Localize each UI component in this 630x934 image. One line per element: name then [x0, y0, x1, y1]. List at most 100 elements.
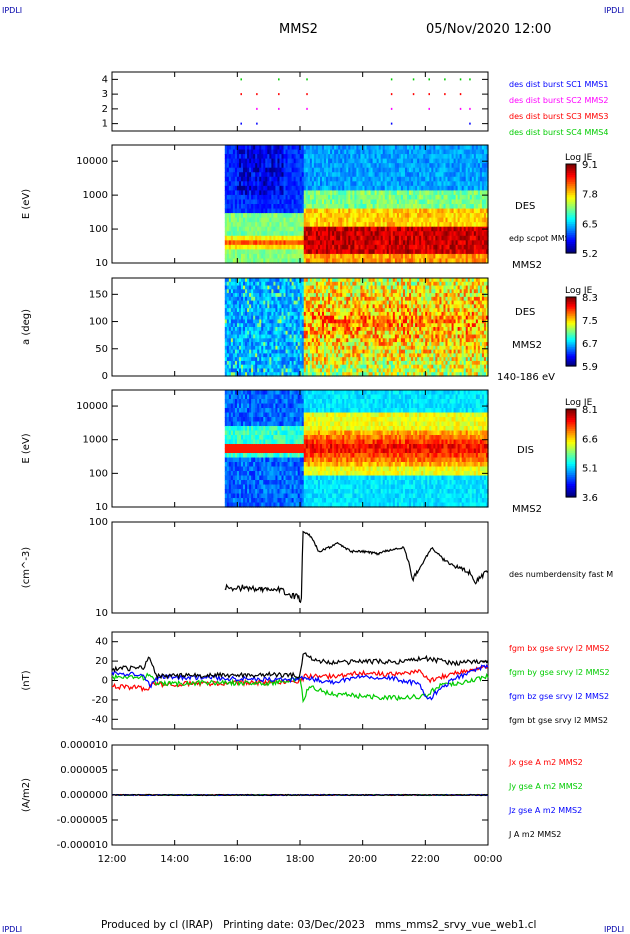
- heatmap-cell: [324, 240, 327, 246]
- heatmap-cell: [228, 315, 232, 321]
- heatmap-cell: [404, 208, 408, 214]
- heatmap-cell: [326, 281, 329, 287]
- heatmap-cell: [350, 145, 353, 151]
- heatmap-cell: [253, 167, 256, 173]
- heatmap-cell: [309, 167, 313, 173]
- heatmap-cell: [232, 222, 236, 228]
- heatmap-cell: [291, 296, 295, 302]
- heatmap-cell: [226, 319, 230, 324]
- heatmap-cell: [372, 199, 376, 205]
- heatmap-cell: [336, 281, 339, 287]
- heatmap-cell: [447, 244, 451, 250]
- heatmap-cell: [336, 330, 339, 336]
- heatmap-cell: [297, 222, 301, 228]
- heatmap-cell: [285, 181, 289, 187]
- heatmap-cell: [293, 222, 297, 228]
- heatmap-cell: [402, 226, 406, 232]
- heatmap-cell: [238, 253, 242, 260]
- heatmap-cell: [307, 258, 311, 264]
- heatmap-cell: [273, 289, 277, 294]
- heatmap-cell: [425, 172, 428, 178]
- heatmap-cell: [263, 163, 266, 169]
- heatmap-cell: [433, 185, 436, 191]
- heatmap-cell: [451, 158, 455, 164]
- heatmap-cell: [230, 167, 234, 173]
- heatmap-cell: [380, 194, 384, 201]
- heatmap-cell: [471, 145, 475, 151]
- heatmap-cell: [257, 213, 260, 219]
- heatmap-cell: [277, 368, 281, 373]
- heatmap-cell: [332, 208, 335, 214]
- heatmap-cell: [269, 330, 272, 336]
- heatmap-cell: [421, 176, 424, 182]
- heatmap-cell: [265, 145, 268, 151]
- heatmap-cell: [324, 300, 327, 305]
- heatmap-cell: [409, 249, 412, 255]
- heatmap-cell: [277, 167, 281, 173]
- heatmap-cell: [319, 342, 323, 347]
- heatmap-cell: [457, 226, 461, 232]
- heatmap-cell: [378, 244, 382, 250]
- heatmap-cell: [238, 357, 242, 362]
- heatmap-cell: [398, 154, 402, 160]
- heatmap-cell: [443, 231, 447, 237]
- heatmap-cell: [423, 217, 426, 223]
- heatmap-cell: [267, 208, 270, 214]
- heatmap-cell: [313, 368, 317, 373]
- heatmap-cell: [273, 222, 277, 228]
- heatmap-cell: [402, 149, 406, 155]
- heatmap-cell: [263, 176, 266, 182]
- heatmap-cell: [413, 235, 416, 241]
- heatmap-cell: [372, 181, 376, 187]
- heatmap-cell: [413, 208, 416, 214]
- heatmap-cell: [326, 345, 329, 351]
- heatmap-cell: [291, 194, 295, 201]
- heatmap-cell: [263, 213, 266, 219]
- heatmap-cell: [380, 158, 384, 164]
- heatmap-cell: [243, 253, 246, 260]
- heatmap-cell: [267, 163, 270, 169]
- heatmap-cell: [388, 158, 392, 164]
- heatmap-cell: [230, 327, 234, 332]
- heatmap-cell: [265, 163, 268, 169]
- heatmap-cell: [232, 258, 236, 264]
- heatmap-cell: [226, 353, 230, 358]
- heatmap-cell: [224, 319, 228, 324]
- heatmap-cell: [224, 204, 228, 210]
- heatmap-cell: [404, 222, 408, 228]
- heatmap-cell: [330, 338, 333, 343]
- heatmap-cell: [287, 145, 291, 151]
- heatmap-cell: [364, 163, 368, 169]
- heatmap-cell: [297, 296, 301, 302]
- heatmap-cell: [285, 293, 289, 298]
- heatmap-cell: [334, 293, 337, 298]
- burst-mark: [428, 93, 430, 96]
- heatmap-cell: [232, 345, 236, 351]
- heatmap-cell: [431, 217, 434, 223]
- heatmap-cell: [289, 154, 293, 160]
- heatmap-cell: [413, 181, 416, 187]
- heatmap-cell: [356, 199, 360, 205]
- heatmap-cell: [421, 194, 424, 201]
- heatmap-cell: [419, 231, 422, 237]
- heatmap-cell: [378, 172, 382, 178]
- heatmap-cell: [257, 285, 260, 290]
- heatmap-cell: [358, 208, 362, 214]
- heatmap-cell: [289, 204, 293, 210]
- heatmap-cell: [429, 199, 432, 205]
- heatmap-cell: [243, 349, 246, 354]
- heatmap-cell: [415, 158, 418, 164]
- heatmap-cell: [263, 167, 266, 173]
- heatmap-cell: [247, 327, 250, 332]
- heatmap-cell: [273, 154, 277, 160]
- heatmap-cell: [350, 149, 353, 155]
- heatmap-cell: [263, 364, 266, 370]
- heatmap-cell: [311, 293, 315, 298]
- heatmap-cell: [366, 149, 370, 155]
- heatmap-cell: [465, 176, 469, 182]
- heatmap-cell: [413, 231, 416, 237]
- heatmap-cell: [226, 154, 230, 160]
- heatmap-cell: [441, 181, 445, 187]
- heatmap-cell: [427, 213, 430, 219]
- heatmap-cell: [378, 167, 382, 173]
